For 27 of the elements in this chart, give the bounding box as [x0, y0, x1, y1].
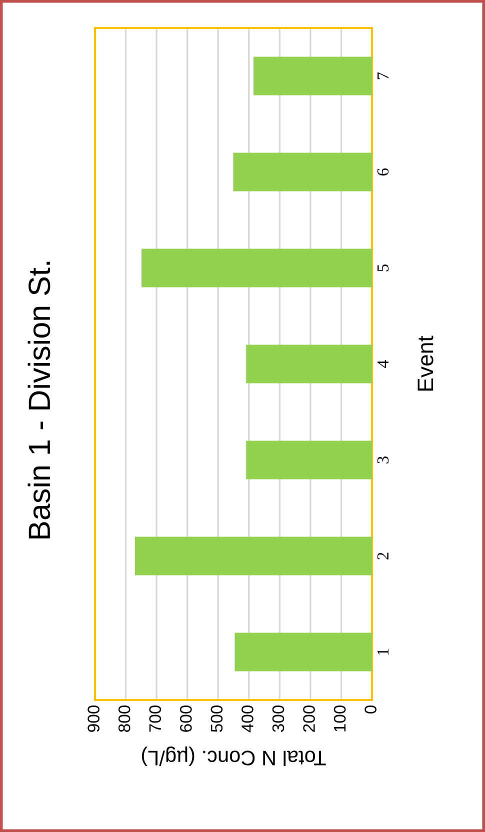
x-tick-label: 200 [303, 706, 315, 732]
y-tick-label: 1 [377, 648, 388, 655]
x-axis-title: Total N Conc. (µg/L) [142, 746, 326, 766]
x-tick-label: 400 [242, 706, 254, 732]
text: Basin 1 - Division St. [28, 262, 50, 538]
x-tick-label: 700 [149, 706, 162, 732]
y-tick-label: 6 [377, 168, 389, 176]
bar [233, 152, 372, 192]
y-tick-label: 3 [377, 456, 389, 464]
y-tick-label: 7 [378, 72, 388, 80]
y-axis-title: Event [418, 336, 434, 391]
bar [135, 536, 372, 576]
bar [254, 56, 372, 96]
bar [234, 632, 372, 672]
x-tick-label: 600 [180, 706, 192, 732]
bar [246, 344, 372, 384]
x-tick-label: 800 [118, 706, 130, 732]
x-tick-label: 300 [272, 706, 284, 732]
y-tick-label: 5 [378, 264, 389, 272]
bar [141, 248, 372, 288]
x-tick-label: 500 [210, 706, 223, 732]
y-tick-label: 2 [377, 552, 388, 560]
x-tick-label: 0 [364, 706, 376, 714]
x-tick-label: 900 [88, 706, 100, 732]
y-tick-label: 4 [377, 360, 388, 368]
bar [246, 440, 372, 480]
x-tick-label: 100 [334, 706, 346, 732]
